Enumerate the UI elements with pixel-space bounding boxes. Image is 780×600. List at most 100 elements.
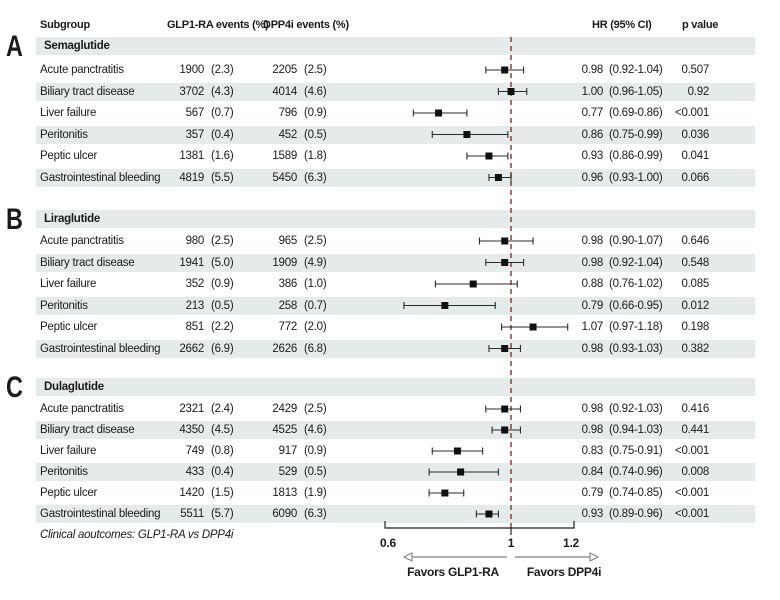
col-header-pvalue: p value — [682, 19, 719, 31]
dpp4i-count: 917 — [278, 445, 298, 457]
dpp4i-pct: (0.7) — [304, 299, 327, 312]
glp1-pct: (0.4) — [211, 466, 234, 478]
glp1-pct: (4.3) — [211, 85, 234, 98]
hr-value: 0.96 — [581, 171, 604, 184]
glp1-pct: (0.4) — [211, 128, 234, 141]
subgroup-label: Acute panctratitis — [40, 403, 124, 415]
dpp4i-count: 452 — [278, 128, 298, 141]
panel-letter: A — [6, 30, 23, 63]
drug-name: Dulaglutide — [44, 381, 104, 393]
dpp4i-count: 258 — [278, 299, 298, 312]
dpp4i-pct: (2.0) — [304, 321, 327, 333]
subgroup-label: Acute panctratitis — [40, 64, 124, 76]
hr-value: 0.88 — [581, 278, 604, 290]
dpp4i-pct: (4.9) — [304, 256, 327, 269]
dpp4i-pct: (2.5) — [304, 64, 327, 76]
p-value: <0.001 — [675, 508, 709, 520]
glp1-pct: (2.5) — [211, 235, 234, 247]
ci-text: (0.92-1.04) — [609, 64, 663, 76]
ci-text: (0.69-0.86) — [609, 107, 663, 119]
p-value: 0.548 — [681, 256, 709, 269]
subgroup-label: Liver failure — [40, 445, 97, 457]
ci-text: (0.96-1.05) — [609, 85, 663, 98]
dpp4i-pct: (6.3) — [304, 171, 327, 184]
glp1-count: 433 — [185, 466, 205, 478]
dpp4i-pct: (4.6) — [304, 424, 327, 436]
p-value: 0.441 — [681, 424, 709, 436]
subgroup-label: Acute panctratitis — [40, 235, 124, 247]
p-value: 0.416 — [681, 403, 709, 415]
ci-text: (0.75-0.99) — [609, 128, 663, 141]
subgroup-label: Liver failure — [40, 107, 97, 119]
hr-value: 0.93 — [581, 508, 604, 520]
dpp4i-pct: (0.5) — [304, 466, 327, 478]
subgroup-label: Biliary tract disease — [40, 85, 135, 98]
favors-dpp4i-label: Favors DPP4i — [526, 565, 602, 579]
panel-letter: C — [6, 371, 23, 404]
glp1-count: 352 — [185, 278, 205, 290]
row-band — [36, 339, 755, 358]
ci-text: (0.93-1.03) — [609, 342, 663, 355]
subgroup-label: Peritonitis — [40, 299, 88, 312]
dpp4i-count: 6090 — [272, 508, 297, 520]
dpp4i-count: 796 — [278, 107, 298, 119]
glp1-pct: (0.5) — [211, 299, 234, 312]
hr-value: 0.98 — [581, 235, 604, 247]
glp1-pct: (2.3) — [211, 64, 234, 76]
glp1-count: 1941 — [179, 256, 204, 269]
glp1-count: 567 — [185, 107, 205, 119]
glp1-pct: (5.5) — [211, 171, 234, 184]
subgroup-label: Peptic ulcer — [40, 150, 98, 162]
glp1-pct: (0.7) — [211, 107, 234, 119]
dpp4i-count: 2626 — [272, 342, 297, 355]
glp1-count: 1900 — [179, 64, 204, 76]
figure-caption: Clinical aoutcomes: GLP1-RA vs DPP4i — [40, 529, 234, 541]
hr-value: 0.79 — [581, 299, 604, 312]
glp1-pct: (4.5) — [211, 424, 234, 436]
glp1-pct: (1.5) — [211, 487, 234, 499]
p-value: <0.001 — [675, 107, 709, 119]
glp1-pct: (5.0) — [211, 256, 234, 269]
axis-tick-label-06: 0.6 — [380, 536, 396, 550]
drug-band — [36, 378, 755, 396]
glp1-count: 2321 — [179, 403, 204, 415]
subgroup-label: Biliary tract disease — [40, 424, 135, 436]
row-band — [36, 253, 755, 272]
ci-text: (0.75-0.91) — [609, 445, 663, 457]
p-value: 0.041 — [681, 150, 709, 162]
subgroup-label: Peritonitis — [40, 466, 88, 478]
p-value: 0.198 — [681, 321, 709, 333]
col-header-dpp4i: DPP4i events (%) — [263, 19, 349, 31]
ci-text: (0.66-0.95) — [609, 299, 663, 312]
dpp4i-count: 2205 — [272, 64, 297, 76]
dpp4i-pct: (0.5) — [304, 128, 327, 141]
dpp4i-pct: (0.9) — [304, 445, 327, 457]
subgroup-label: Peptic ulcer — [40, 487, 98, 499]
dpp4i-pct: (1.8) — [304, 150, 327, 162]
ci-text: (0.76-1.02) — [609, 278, 663, 290]
dpp4i-pct: (6.8) — [304, 342, 327, 355]
ci-text: (0.89-0.96) — [609, 508, 663, 520]
glp1-pct: (0.9) — [211, 278, 234, 290]
hr-value: 0.98 — [581, 424, 604, 436]
dpp4i-count: 965 — [278, 235, 298, 247]
p-value: 0.012 — [681, 299, 709, 312]
p-value: 0.382 — [681, 342, 709, 355]
hr-value: 1.00 — [581, 85, 604, 98]
hr-value: 0.77 — [581, 107, 604, 119]
hr-value: 0.84 — [581, 466, 604, 478]
glp1-pct: (2.4) — [211, 403, 234, 415]
glp1-count: 851 — [185, 321, 205, 333]
dpp4i-count: 5450 — [272, 171, 297, 184]
ci-text: (0.90-1.07) — [609, 235, 663, 247]
glp1-count: 4350 — [179, 424, 204, 436]
ci-text: (0.92-1.04) — [609, 256, 663, 269]
ci-text: (0.97-1.18) — [609, 321, 663, 333]
glp1-count: 2662 — [179, 342, 204, 355]
subgroup-label: Biliary tract disease — [40, 256, 135, 269]
row-band — [36, 421, 755, 439]
row-band — [36, 505, 755, 523]
dpp4i-pct: (4.6) — [304, 85, 327, 98]
col-header-hr: HR (95% CI) — [592, 19, 652, 31]
